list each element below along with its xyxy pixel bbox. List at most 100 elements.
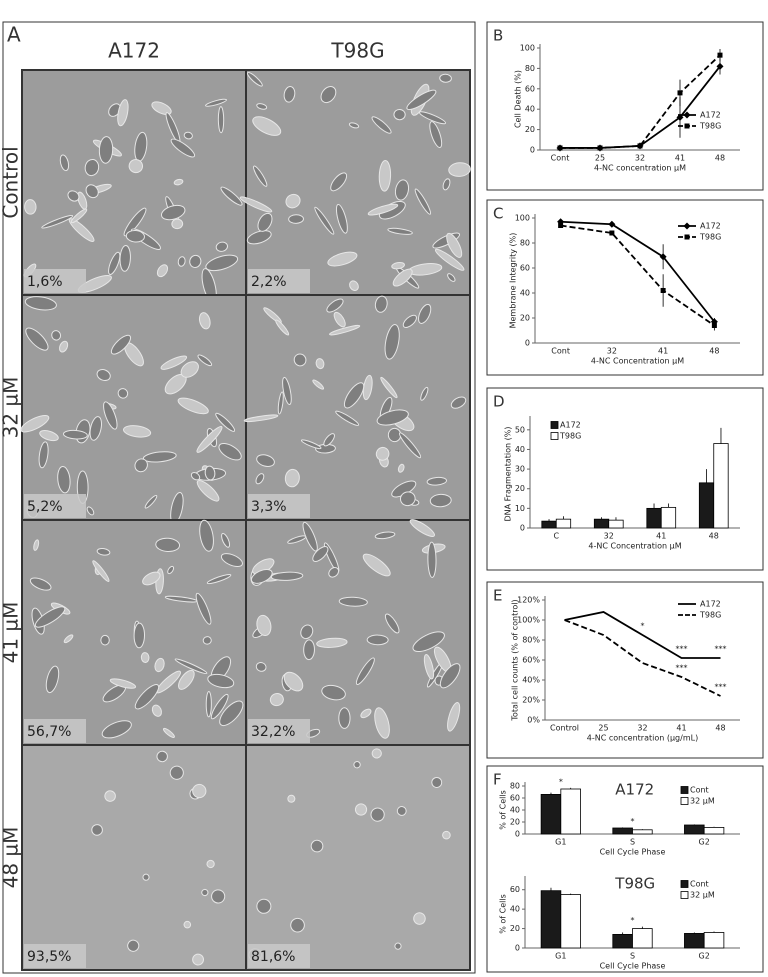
panel-label: A bbox=[7, 23, 21, 47]
significance: *** bbox=[715, 683, 727, 692]
cell bbox=[256, 614, 272, 637]
cell bbox=[418, 111, 447, 125]
cell bbox=[370, 807, 385, 822]
legend-marker bbox=[684, 123, 690, 129]
y-tick-label: 60 bbox=[525, 84, 535, 93]
cell bbox=[290, 917, 305, 933]
x-axis-label: 4-NC Concentration µM bbox=[591, 357, 684, 366]
cell bbox=[394, 179, 410, 201]
cell bbox=[310, 839, 324, 853]
x-tick-label: 32 bbox=[637, 724, 647, 733]
significance: *** bbox=[676, 645, 688, 654]
x-tick-label: Control bbox=[550, 724, 579, 733]
cell bbox=[134, 458, 148, 473]
x-tick-label: G2 bbox=[699, 952, 710, 961]
cell bbox=[206, 859, 215, 869]
cell bbox=[329, 324, 361, 336]
y-tick-label: 40 bbox=[510, 806, 520, 815]
cell bbox=[402, 314, 417, 328]
y-tick-label: 20 bbox=[525, 125, 535, 134]
panel-frame bbox=[486, 21, 764, 191]
y-tick-label: 0 bbox=[520, 524, 525, 533]
cell bbox=[178, 669, 195, 690]
cell bbox=[85, 184, 99, 199]
bar bbox=[560, 788, 581, 835]
cell bbox=[177, 397, 209, 415]
cell bbox=[171, 218, 184, 230]
legend-label: T98G bbox=[559, 432, 581, 441]
bar bbox=[541, 520, 557, 529]
cell bbox=[198, 312, 211, 330]
cell bbox=[392, 268, 413, 287]
legend-label: A172 bbox=[560, 421, 581, 430]
cell bbox=[45, 665, 60, 694]
cell bbox=[284, 468, 300, 488]
cell bbox=[362, 553, 391, 577]
marker bbox=[608, 220, 616, 228]
micrograph bbox=[21, 69, 247, 296]
percent-box bbox=[248, 494, 310, 518]
cell bbox=[127, 939, 140, 952]
legend-marker bbox=[683, 111, 691, 119]
marker bbox=[557, 145, 563, 151]
cell bbox=[335, 410, 360, 426]
y-tick-label: 60 bbox=[520, 264, 530, 273]
cell bbox=[34, 606, 66, 628]
cell bbox=[283, 86, 296, 103]
cell bbox=[218, 443, 242, 461]
x-tick-label: 48 bbox=[709, 532, 719, 541]
y-axis-label: Cell Death (%) bbox=[514, 70, 523, 128]
x-tick-label: 48 bbox=[709, 347, 719, 356]
cell bbox=[412, 631, 445, 653]
cell bbox=[183, 131, 193, 140]
cell bbox=[59, 154, 70, 172]
row-label: Control bbox=[0, 146, 23, 218]
cell bbox=[142, 571, 161, 586]
cell bbox=[450, 396, 467, 409]
panel-frame bbox=[486, 387, 764, 571]
x-tick-label: 41 bbox=[656, 532, 666, 541]
cell bbox=[140, 652, 150, 663]
bar bbox=[555, 518, 572, 529]
cell bbox=[429, 121, 443, 149]
cell bbox=[38, 441, 49, 469]
chart-title: T98G bbox=[614, 875, 655, 893]
cell bbox=[256, 103, 268, 110]
x-tick-label: S bbox=[630, 838, 635, 847]
y-axis-label: DNA Fragmentation (%) bbox=[504, 427, 513, 522]
cell bbox=[89, 416, 102, 441]
cell bbox=[439, 73, 452, 83]
cell bbox=[207, 673, 235, 689]
cell bbox=[439, 663, 461, 689]
cell bbox=[151, 704, 162, 717]
cell bbox=[109, 678, 137, 689]
cell bbox=[57, 466, 71, 494]
cell bbox=[220, 186, 243, 206]
legend-swatch bbox=[550, 432, 559, 440]
cell bbox=[442, 830, 451, 840]
legend-label: T98G bbox=[699, 611, 721, 620]
cell bbox=[51, 330, 62, 341]
legend-swatch bbox=[550, 421, 559, 429]
panel-label: F bbox=[493, 771, 502, 789]
micrograph bbox=[21, 744, 247, 971]
percent-box bbox=[24, 944, 86, 968]
cell bbox=[321, 684, 346, 701]
bar bbox=[608, 519, 624, 529]
panel-label: D bbox=[493, 393, 505, 411]
bar bbox=[698, 482, 715, 529]
cell bbox=[122, 425, 152, 438]
percent-label: 32,2% bbox=[251, 724, 295, 740]
panel-frame bbox=[486, 765, 764, 973]
cell bbox=[399, 491, 416, 507]
marker bbox=[660, 288, 666, 293]
cell bbox=[338, 596, 368, 607]
cell bbox=[252, 116, 282, 136]
cell bbox=[117, 388, 129, 399]
y-axis-label: Total cell counts (% of control) bbox=[511, 599, 520, 721]
cell bbox=[205, 254, 239, 272]
cell bbox=[354, 803, 368, 816]
cell bbox=[68, 218, 95, 242]
x-axis-label: 4-NC Concentration µM bbox=[588, 542, 681, 551]
